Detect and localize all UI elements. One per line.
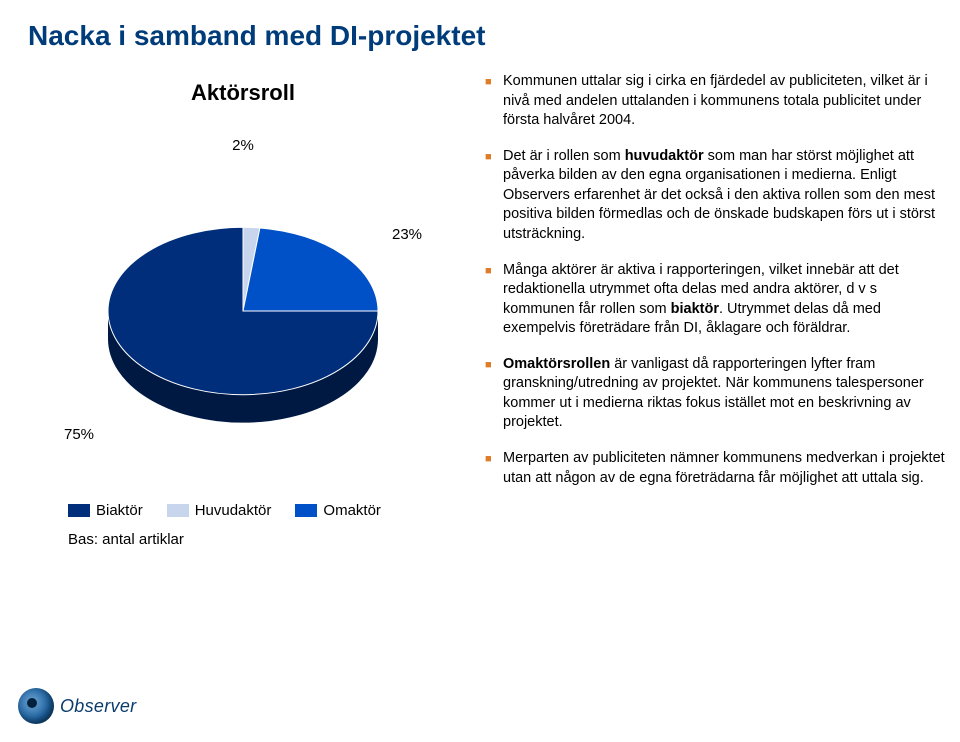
bullet-text: Merparten av publiciteten nämner kommune… bbox=[503, 449, 945, 488]
bullet-marker-icon: ■ bbox=[485, 72, 503, 131]
bullet-marker-icon: ■ bbox=[485, 449, 503, 488]
legend-label-biaktor: Biaktör bbox=[96, 502, 143, 519]
swatch-biaktor bbox=[68, 504, 90, 517]
basis-text: Bas: antal artiklar bbox=[68, 531, 458, 548]
legend-label-huvudaktor: Huvudaktör bbox=[195, 502, 272, 519]
slice-label-biaktor: 75% bbox=[64, 426, 94, 443]
bullet-list: ■ Kommunen uttalar sig i cirka en fjärde… bbox=[485, 72, 945, 504]
chart-panel: Aktörsroll 2% 23% 75% Biaktör Huvudaktör… bbox=[28, 80, 458, 548]
observer-logo: Observer bbox=[18, 688, 136, 724]
bullet-item: ■ Det är i rollen som huvudaktör som man… bbox=[485, 147, 945, 245]
pie-chart: 2% 23% 75% bbox=[28, 106, 458, 496]
eye-icon bbox=[18, 688, 54, 724]
bullet-marker-icon: ■ bbox=[485, 355, 503, 433]
legend-label-omaktor: Omaktör bbox=[323, 502, 381, 519]
page-title: Nacka i samband med DI-projektet bbox=[28, 20, 485, 52]
bullet-text: Omaktörsrollen är vanligast då rapporter… bbox=[503, 355, 945, 433]
legend-item-omaktor: Omaktör bbox=[295, 502, 381, 519]
bullet-item: ■ Många aktörer är aktiva i rapportering… bbox=[485, 261, 945, 339]
swatch-omaktor bbox=[295, 504, 317, 517]
legend-item-biaktor: Biaktör bbox=[68, 502, 143, 519]
bullet-text: Kommunen uttalar sig i cirka en fjärdede… bbox=[503, 72, 945, 131]
swatch-huvudaktor bbox=[167, 504, 189, 517]
bullet-item: ■ Merparten av publiciteten nämner kommu… bbox=[485, 449, 945, 488]
bullet-text: Det är i rollen som huvudaktör som man h… bbox=[503, 147, 945, 245]
legend: Biaktör Huvudaktör Omaktör bbox=[68, 502, 458, 519]
bullet-text: Många aktörer är aktiva i rapporteringen… bbox=[503, 261, 945, 339]
slice-label-omaktor: 23% bbox=[392, 226, 422, 243]
logo-text: Observer bbox=[60, 696, 136, 717]
bullet-marker-icon: ■ bbox=[485, 261, 503, 339]
slice-label-huvudaktor: 2% bbox=[232, 137, 254, 154]
bullet-item: ■ Omaktörsrollen är vanligast då rapport… bbox=[485, 355, 945, 433]
bullet-item: ■ Kommunen uttalar sig i cirka en fjärde… bbox=[485, 72, 945, 131]
legend-item-huvudaktor: Huvudaktör bbox=[167, 502, 272, 519]
chart-title: Aktörsroll bbox=[28, 80, 458, 106]
bullet-marker-icon: ■ bbox=[485, 147, 503, 245]
